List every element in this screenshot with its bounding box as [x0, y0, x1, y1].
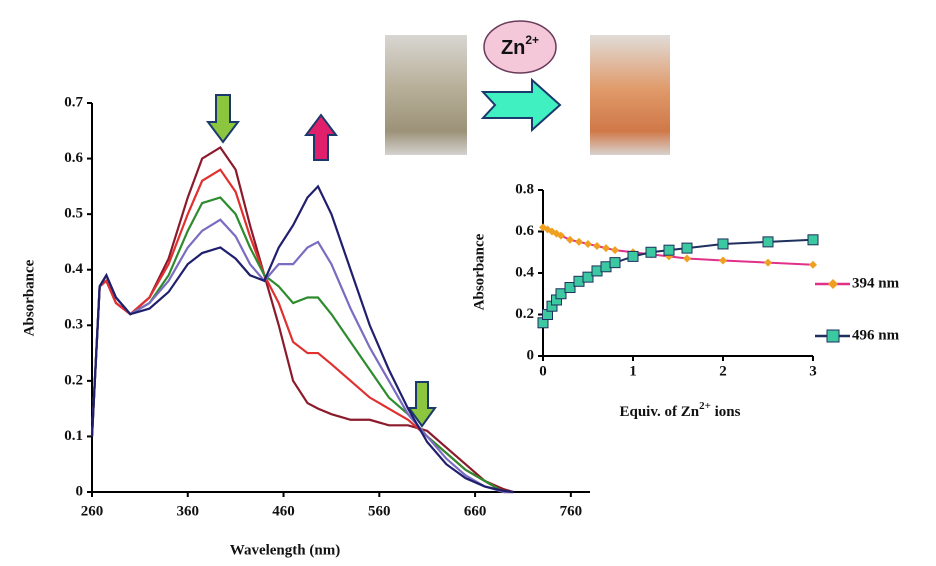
marker [808, 235, 818, 245]
marker [682, 243, 692, 253]
increase-arrow [306, 115, 336, 160]
x-tick-label: 760 [560, 503, 583, 519]
x-tick-label: 460 [272, 503, 295, 519]
series-line [92, 186, 513, 492]
y-tick-label: 0.4 [64, 261, 83, 277]
marker [809, 261, 817, 269]
marker [718, 239, 728, 249]
marker [566, 236, 574, 244]
marker [584, 240, 592, 248]
marker [764, 259, 772, 267]
marker [575, 238, 583, 246]
marker [664, 245, 674, 255]
x-axis-title: Wavelength (nm) [230, 542, 340, 558]
series-line [92, 147, 513, 492]
figure: Zn2+ Wavelength (nm) Absorbance Absorban… [0, 0, 936, 566]
marker [646, 247, 656, 257]
y-tick-label: 0.2 [64, 372, 83, 388]
y-tick-label: 0.6 [64, 150, 83, 166]
x-tick-label: 360 [177, 503, 200, 519]
y-tick-label: 0.2 [515, 306, 534, 322]
y-tick-label: 0.3 [64, 317, 83, 333]
vial-after [590, 35, 670, 155]
y-tick-label: 0.5 [64, 206, 83, 222]
y-tick-label: 0 [76, 483, 84, 499]
y-tick-label: 0 [527, 347, 535, 363]
x-tick-label: 260 [81, 503, 104, 519]
marker [763, 237, 773, 247]
y-tick-label: 0.1 [64, 428, 83, 444]
marker [610, 258, 620, 268]
legend-marker [828, 279, 838, 289]
y-tick-label: 0.6 [515, 223, 534, 239]
legend-label: 496 nm [852, 327, 900, 343]
vial-before [385, 35, 467, 155]
x-tick-label: 3 [809, 363, 817, 379]
marker [719, 257, 727, 265]
marker [628, 251, 638, 261]
y-axis-title: Absorbance [21, 259, 37, 336]
marker [683, 254, 691, 262]
y-tick-label: 0.8 [515, 181, 534, 197]
series-line [92, 197, 513, 492]
x-tick-label: 560 [368, 503, 391, 519]
legend-label: 394 nm [852, 275, 900, 291]
x-tick-label: 1 [629, 363, 637, 379]
y-tick-label: 0.4 [515, 264, 534, 280]
x-tick-label: 2 [719, 363, 727, 379]
decrease-arrow [208, 95, 238, 142]
y-tick-label: 0.7 [64, 94, 83, 110]
marker [611, 246, 619, 254]
x-tick-label: 0 [539, 363, 547, 379]
reaction-arrow [483, 80, 560, 130]
inset-x-axis-title: Equiv. of Zn2+ ions [619, 400, 740, 421]
legend-marker [827, 330, 839, 342]
x-tick-label: 660 [464, 503, 487, 519]
series-line [92, 170, 513, 492]
inset-y-axis-title: Absorbance [471, 233, 487, 310]
marker [602, 244, 610, 252]
marker [593, 242, 601, 250]
